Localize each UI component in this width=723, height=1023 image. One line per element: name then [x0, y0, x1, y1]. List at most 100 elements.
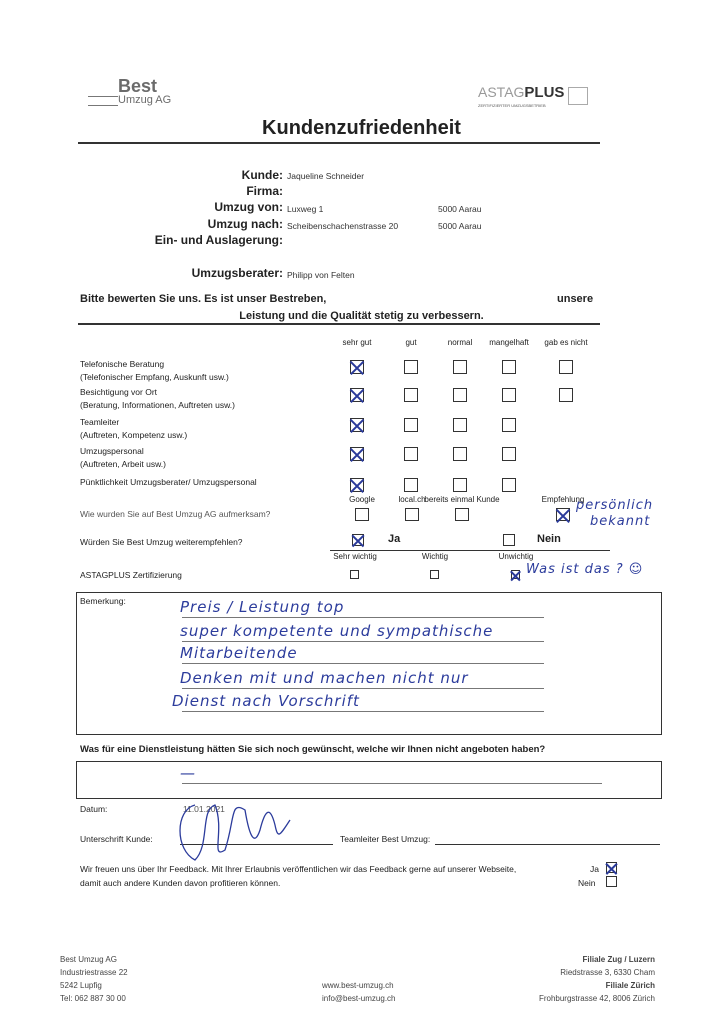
rating-row-title: Umzugspersonal	[80, 446, 144, 456]
wish-answer[interactable]: —	[180, 764, 196, 782]
rating-checkbox[interactable]	[559, 360, 573, 374]
source-checkbox[interactable]	[405, 508, 419, 521]
source-option-label: Google	[349, 495, 375, 504]
rating-checkbox[interactable]	[404, 360, 418, 374]
remarks-handwritten-line[interactable]: Denken mit und machen nicht nur	[180, 669, 469, 687]
astag-option-label: Wichtig	[421, 552, 449, 561]
remarks-handwritten-line[interactable]: Preis / Leistung top	[180, 598, 345, 616]
rating-checkbox[interactable]	[502, 418, 516, 432]
umzug-nach-ort: 5000 Aarau	[438, 221, 482, 231]
logo-astag: ASTAG	[478, 84, 525, 100]
datum-value[interactable]: 11.01.2021	[183, 804, 225, 814]
consent-no-checkbox[interactable]	[606, 876, 617, 887]
rating-checkbox[interactable]	[502, 478, 516, 492]
remarks-line	[182, 641, 544, 642]
rating-checkbox[interactable]	[350, 360, 364, 374]
logo-plus: PLUS	[524, 84, 565, 101]
rating-checkbox[interactable]	[350, 478, 364, 492]
rating-row-title: Pünktlichkeit Umzugsberater/ Umzugsperso…	[80, 477, 257, 487]
rating-checkbox[interactable]	[350, 388, 364, 402]
remarks-line	[182, 711, 544, 712]
footer-branch2: Filiale Zürich	[605, 981, 655, 990]
footer-branch1-addr: Riedstrasse 3, 6330 Cham	[560, 968, 655, 977]
astag-option-label: Sehr wichtig	[333, 552, 377, 561]
consent-yes-checkbox[interactable]	[606, 862, 617, 873]
rating-checkbox[interactable]	[453, 418, 467, 432]
kunde-label: Kunde:	[241, 168, 283, 182]
consent-line2: damit auch andere Kunden davon profitier…	[80, 878, 281, 888]
rating-checkbox[interactable]	[404, 447, 418, 461]
intro-divider	[78, 323, 600, 325]
recommend-no-checkbox[interactable]	[503, 534, 515, 546]
teamleiter-label: Teamleiter Best Umzug:	[340, 834, 431, 844]
rating-column-header: gut	[405, 338, 417, 347]
rating-checkbox[interactable]	[502, 360, 516, 374]
footer-street: Industriestrasse 22	[60, 968, 128, 977]
signature-label: Unterschrift Kunde:	[80, 834, 153, 844]
rating-row-title: Telefonische Beratung	[80, 359, 165, 369]
rating-row-subtitle: (Telefonischer Empfang, Auskunft usw.)	[80, 372, 229, 382]
rating-checkbox[interactable]	[350, 418, 364, 432]
recommend-yes-checkbox[interactable]	[352, 534, 364, 546]
astag-label: ASTAGPLUS Zertifizierung	[80, 570, 182, 580]
astag-plus-logo: ASTAGPLUS ZERTIFIZIERTER UMZUGSBETRIEB	[478, 84, 588, 108]
signature-line[interactable]	[180, 844, 333, 845]
remarks-handwritten-line[interactable]: super kompetente und sympathische	[180, 622, 494, 640]
customer-signature	[179, 804, 291, 861]
footer-email-link[interactable]: info@best-umzug.ch	[322, 994, 396, 1003]
intro-line2: Leistung und die Qualität stetig zu verb…	[239, 310, 484, 322]
source-note-handwritten-2: bekannt	[590, 514, 651, 529]
recommend-question: Würden Sie Best Umzug weiterempfehlen?	[80, 537, 243, 547]
rating-checkbox[interactable]	[404, 388, 418, 402]
wish-box	[76, 761, 662, 799]
remarks-handwritten-line[interactable]: Mitarbeitende	[180, 644, 298, 662]
wish-line	[182, 783, 602, 784]
rating-checkbox[interactable]	[404, 478, 418, 492]
source-option-label: local.ch	[398, 495, 426, 504]
lagerung-label: Ein- und Auslagerung:	[154, 233, 283, 247]
logo-best: Best	[118, 76, 158, 96]
consent-line1: Wir freuen uns über Ihr Feedback. Mit Ih…	[80, 864, 517, 874]
wish-question: Was für eine Dienstleistung hätten Sie s…	[80, 744, 546, 755]
footer-web-link[interactable]: www.best-umzug.ch	[322, 981, 394, 990]
berater-label: Umzugsberater:	[191, 266, 283, 280]
recommend-divider	[330, 550, 610, 551]
rating-row-subtitle: (Auftreten, Kompetenz usw.)	[80, 430, 188, 440]
umzug-von-value: Luxweg 1	[287, 204, 324, 214]
title-divider	[78, 142, 600, 144]
source-checkbox[interactable]	[355, 508, 369, 521]
astag-checkbox[interactable]	[350, 570, 359, 579]
page-title: Kundenzufriedenheit	[262, 117, 461, 139]
rating-checkbox[interactable]	[559, 388, 573, 402]
rating-checkbox[interactable]	[453, 388, 467, 402]
source-checkbox[interactable]	[556, 508, 570, 521]
teamleiter-line[interactable]	[435, 844, 660, 845]
remarks-line	[182, 663, 544, 664]
recommend-no-label: Nein	[537, 533, 561, 545]
source-question: Wie wurden Sie auf Best Umzug AG aufmerk…	[80, 509, 271, 519]
astag-checkbox[interactable]	[511, 570, 520, 579]
consent-no-label: Nein	[578, 878, 596, 888]
rating-checkbox[interactable]	[453, 447, 467, 461]
logo-lines-icon	[88, 96, 118, 106]
rating-checkbox[interactable]	[502, 447, 516, 461]
logo-box-icon	[568, 87, 588, 105]
recommend-yes-label: Ja	[388, 533, 401, 545]
rating-checkbox[interactable]	[350, 447, 364, 461]
intro-line1: Bitte bewerten Sie uns. Es ist unser Bes…	[80, 293, 327, 305]
source-note-handwritten: persönlich	[576, 498, 654, 513]
rating-row-title: Besichtigung vor Ort	[80, 387, 158, 397]
kunde-value: Jaqueline Schneider	[287, 171, 365, 181]
remarks-handwritten-line[interactable]: Dienst nach Vorschrift	[172, 692, 360, 710]
rating-checkbox[interactable]	[453, 478, 467, 492]
rating-checkbox[interactable]	[453, 360, 467, 374]
rating-checkbox[interactable]	[502, 388, 516, 402]
firma-label: Firma:	[246, 184, 283, 198]
astag-note-handwritten: Was ist das ? ☺	[526, 562, 644, 577]
source-option-label: Empfehlung	[541, 495, 585, 504]
source-checkbox[interactable]	[455, 508, 469, 521]
rating-checkbox[interactable]	[404, 418, 418, 432]
footer-company: Best Umzug AG	[60, 955, 117, 964]
footer-branch2-addr: Frohburgstrasse 42, 8006 Zürich	[538, 994, 655, 1003]
astag-checkbox[interactable]	[430, 570, 439, 579]
